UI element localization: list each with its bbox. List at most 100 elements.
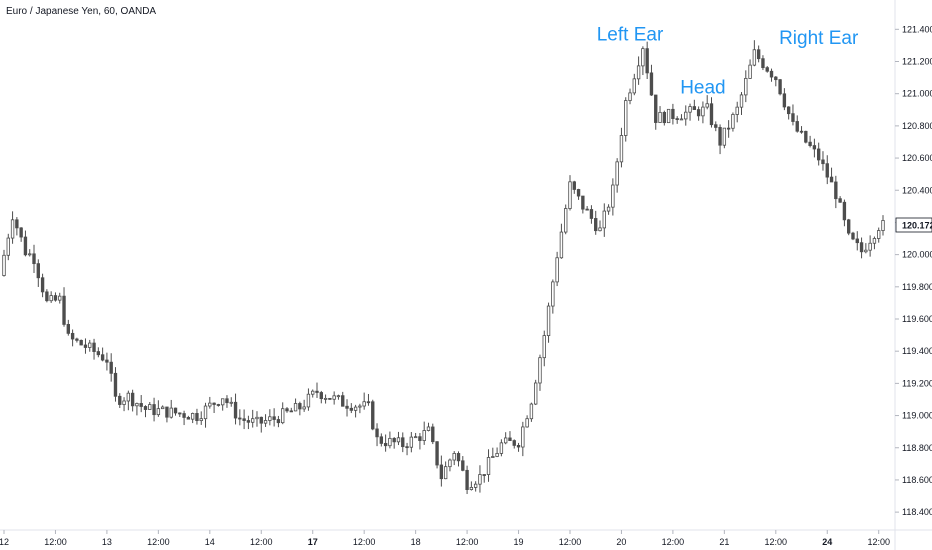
candle-body (75, 338, 79, 341)
candle-body (96, 351, 101, 356)
candle-body (688, 106, 692, 113)
candle-body (130, 392, 135, 407)
candle-body (298, 403, 302, 410)
candle-body (654, 94, 658, 123)
candle-body (606, 206, 611, 212)
candle-body (847, 219, 851, 234)
candle-body (448, 459, 452, 468)
time-tick-label: 12:00 (765, 537, 788, 547)
candle-body (589, 209, 594, 219)
candle-body (692, 106, 697, 110)
candle-body (182, 413, 186, 418)
candle-body (744, 77, 748, 96)
candle-body (173, 407, 178, 414)
candle-body (465, 469, 469, 490)
candle-body (628, 92, 632, 101)
candle-body (881, 220, 885, 231)
candle-body (439, 464, 444, 480)
time-tick-label: 12:00 (147, 537, 170, 547)
candle-body (769, 70, 774, 78)
candle-body (709, 103, 714, 126)
candle-body (825, 163, 829, 178)
time-tick-label: 14 (205, 537, 215, 547)
candle-body (774, 76, 778, 81)
candle-body (696, 109, 701, 117)
last-price-label: 120.172 (895, 217, 932, 233)
candle-body (92, 342, 96, 352)
candle-body (821, 159, 825, 165)
time-tick-label: 12:00 (44, 537, 67, 547)
candle-body (619, 135, 624, 163)
candle-body (829, 176, 834, 183)
chart-annotation: Left Ear (597, 25, 664, 46)
candle-body (105, 359, 109, 363)
time-tick-label: 12:00 (456, 537, 479, 547)
candle-body (877, 230, 881, 239)
time-tick-label: 13 (102, 537, 112, 547)
candle-body (864, 249, 868, 253)
candle-body (538, 357, 542, 384)
candle-body (306, 393, 311, 408)
candle-body (302, 406, 306, 410)
candle-body (212, 402, 216, 405)
candle-body (263, 420, 268, 424)
candle-body (246, 420, 251, 423)
candle-body (362, 401, 366, 407)
candle-body (529, 403, 534, 420)
candle-body (109, 361, 113, 374)
time-axis: 12 12:00 13 12:00 14 12:00 17 12:00 18 12:00 19 12:… (0, 530, 890, 547)
candle-body (178, 412, 182, 415)
candle-body (319, 392, 323, 400)
candle-body (126, 392, 131, 402)
time-tick-label: 18 (411, 537, 421, 547)
candle-body (491, 456, 495, 458)
price-tick-label: 118.800 (902, 443, 932, 453)
candle-body (761, 58, 765, 69)
candle-body (834, 181, 838, 200)
candle-body (765, 67, 769, 72)
candle-body (512, 440, 516, 446)
candle-body (426, 426, 431, 431)
candle-body (679, 118, 684, 121)
candle-body (409, 436, 414, 448)
candle-body (598, 227, 602, 232)
time-tick-label: 12:00 (353, 537, 376, 547)
candle-body (152, 404, 156, 416)
time-tick-label: 21 (719, 537, 729, 547)
candle-body (452, 453, 456, 461)
candle-body (431, 426, 435, 443)
candle-body (225, 398, 229, 404)
candle-body (534, 382, 538, 405)
candle-body (336, 395, 341, 398)
candle-body (684, 111, 688, 120)
candle-body (70, 332, 75, 340)
candle-body (842, 201, 847, 221)
candle-body (156, 408, 161, 416)
candle-body (508, 437, 512, 441)
candle-body (353, 406, 358, 411)
price-tick-label: 119.400 (902, 346, 932, 356)
candle-body (379, 436, 384, 444)
chart-title: Euro / Japanese Yen, 60, OANDA (6, 6, 157, 17)
candle-body (208, 402, 212, 407)
candle-body (203, 405, 208, 420)
time-tick-label: 12 (0, 537, 9, 547)
candle-body (220, 398, 225, 406)
candle-body (868, 242, 872, 251)
chart-annotation: Head (680, 78, 725, 99)
price-tick-label: 121.200 (902, 57, 932, 67)
price-tick-label: 119.800 (902, 282, 932, 292)
candle-body (83, 344, 88, 348)
chart-annotation: Right Ear (779, 28, 859, 49)
candle-body (726, 127, 731, 130)
annotations-layer: Left Ear Head Right Ear (597, 25, 859, 99)
candle-body (28, 253, 32, 256)
candle-body (259, 416, 263, 424)
time-tick-label: 24 (822, 537, 832, 547)
candle-body (499, 442, 504, 454)
candle-body (148, 404, 152, 410)
candle-body (624, 100, 628, 136)
candle-body (503, 437, 508, 444)
candle-body (808, 141, 812, 146)
